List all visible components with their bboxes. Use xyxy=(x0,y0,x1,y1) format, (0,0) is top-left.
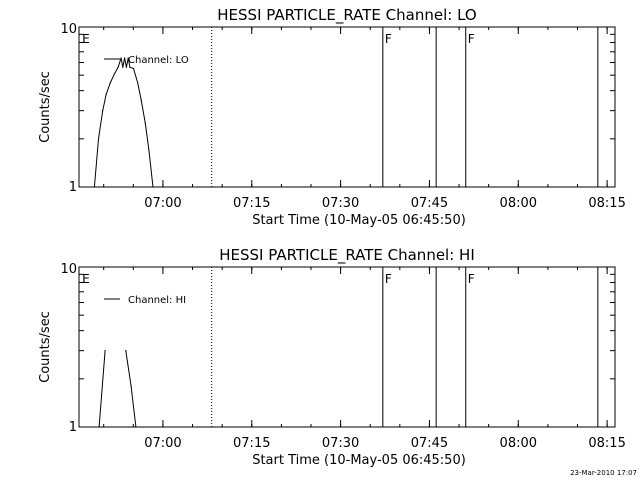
data-point xyxy=(126,67,127,68)
marker-label: E xyxy=(82,272,90,286)
chart-title: HESSI PARTICLE_RATE Channel: LO xyxy=(217,6,476,25)
plot-frame xyxy=(79,267,615,427)
x-axis-label: Start Time (10-May-05 06:45:50) xyxy=(252,453,466,468)
marker-label: F xyxy=(385,272,392,286)
x-tick-label: 07:00 xyxy=(144,196,181,211)
y-tick-label: 10 xyxy=(60,22,77,37)
marker-label: F xyxy=(385,32,392,46)
x-axis-label: Start Time (10-May-05 06:45:50) xyxy=(252,213,466,228)
x-tick-label: 07:15 xyxy=(233,196,270,211)
data-point xyxy=(145,123,146,124)
data-point xyxy=(94,186,95,187)
data-point xyxy=(129,67,130,68)
data-point xyxy=(106,94,107,95)
data-point xyxy=(120,57,121,58)
data-point xyxy=(148,150,149,151)
chart-title: HESSI PARTICLE_RATE Channel: HI xyxy=(219,246,475,265)
y-tick-label: 10 xyxy=(60,262,77,277)
legend-label: Channel: LO xyxy=(128,55,189,66)
data-point xyxy=(99,426,100,427)
marker-label: F xyxy=(468,272,475,286)
data-point xyxy=(122,67,123,68)
x-tick-label: 07:15 xyxy=(233,436,270,451)
x-tick-label: 07:00 xyxy=(144,436,181,451)
x-tick-label: 08:00 xyxy=(500,196,537,211)
data-point xyxy=(102,110,103,111)
x-tick-label: 07:45 xyxy=(411,196,448,211)
data-point xyxy=(104,350,105,351)
data-point xyxy=(152,186,153,187)
x-tick-label: 08:00 xyxy=(500,436,537,451)
data-point xyxy=(128,57,129,58)
data-point xyxy=(133,68,134,69)
data-point xyxy=(110,82,111,83)
data-point xyxy=(141,99,142,100)
data-point xyxy=(135,426,136,427)
panel-lo: HESSI PARTICLE_RATE Channel: LO Start Tim… xyxy=(38,6,626,228)
x-tick-label: 08:15 xyxy=(588,436,625,451)
y-axis-label: Counts/sec xyxy=(38,71,53,143)
footer-timestamp: 23-Mar-2010 17:07 xyxy=(570,469,637,477)
panel-hi: HESSI PARTICLE_RATE Channel: HI Start Tim… xyxy=(38,246,626,468)
data-point xyxy=(131,386,132,387)
y-tick-label: 1 xyxy=(69,180,77,195)
x-tick-label: 07:45 xyxy=(411,436,448,451)
marker-label: F xyxy=(468,32,475,46)
data-point xyxy=(137,82,138,83)
data-point xyxy=(98,138,99,139)
x-tick-label: 07:30 xyxy=(322,436,359,451)
y-tick-label: 1 xyxy=(69,420,77,435)
legend-label: Channel: HI xyxy=(128,295,186,306)
x-tick-label: 08:15 xyxy=(588,196,625,211)
data-point xyxy=(125,350,126,351)
y-axis-label: Counts/sec xyxy=(38,311,53,383)
x-tick-label: 07:30 xyxy=(322,196,359,211)
data-point xyxy=(117,67,118,68)
series-line xyxy=(94,58,153,187)
marker-label: E xyxy=(82,32,90,46)
data-point xyxy=(124,57,125,58)
plot-frame xyxy=(79,27,615,187)
data-point xyxy=(114,73,115,74)
series-line xyxy=(99,351,136,427)
